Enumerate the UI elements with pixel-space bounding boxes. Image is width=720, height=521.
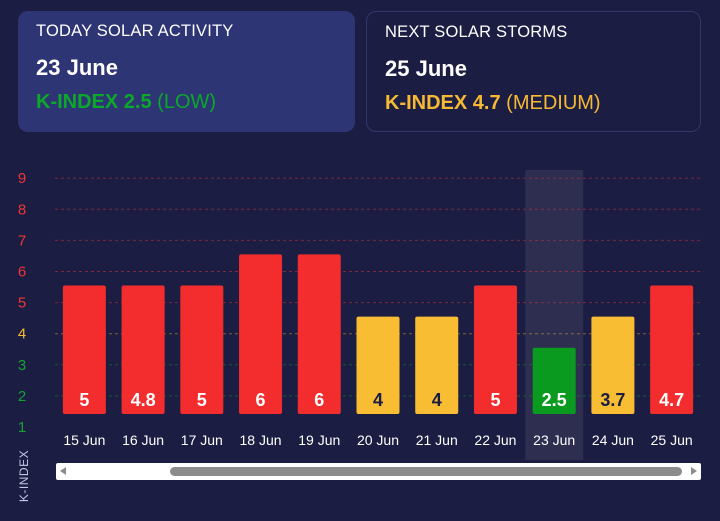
bar [473, 285, 517, 414]
next-date: 25 June [385, 56, 467, 81]
y-tick-label: 6 [18, 264, 26, 281]
y-tick-label: 2 [18, 388, 26, 405]
scroll-right-arrow-icon[interactable] [691, 467, 697, 475]
today-k-index: K-INDEX 2.5 (LOW) [36, 91, 337, 114]
x-tick-label: 17 Jun [181, 432, 223, 448]
next-k-value: K-INDEX 4.7 [385, 92, 501, 114]
today-date: 23 June [36, 55, 118, 80]
next-storms-card: NEXT SOLAR STORMS 25 June K-INDEX 4.7 (M… [366, 11, 701, 132]
x-tick-label: 21 Jun [416, 432, 458, 448]
bar-value-label: 5 [490, 390, 500, 410]
scroll-left-arrow-icon[interactable] [60, 467, 66, 475]
bar-value-label: 2.5 [542, 390, 567, 410]
y-tick-label: 5 [18, 295, 26, 312]
bar [239, 254, 283, 414]
today-k-level: (LOW) [157, 91, 217, 113]
today-activity-card: TODAY SOLAR ACTIVITY 23 June K-INDEX 2.5… [18, 11, 355, 132]
y-tick-label: 8 [18, 201, 26, 218]
y-tick-label: 9 [18, 170, 26, 187]
x-tick-label: 19 Jun [298, 432, 340, 448]
bar [356, 316, 400, 414]
bar [532, 347, 576, 414]
next-k-level: (MEDIUM) [506, 92, 601, 114]
x-tick-label: 23 Jun [533, 432, 575, 448]
next-k-index: K-INDEX 4.7 (MEDIUM) [385, 92, 682, 115]
bar [650, 285, 694, 414]
bar [180, 285, 224, 414]
y-tick-label: 7 [18, 232, 26, 249]
y-axis-title: K-INDEX [17, 449, 31, 503]
x-tick-label: 16 Jun [122, 432, 164, 448]
y-tick-label: 3 [18, 357, 26, 374]
chart-scrollbar[interactable] [56, 463, 701, 480]
bar [121, 285, 165, 414]
x-tick-label: 15 Jun [63, 432, 105, 448]
bar-value-label: 5 [79, 390, 89, 410]
highlight-column [525, 170, 584, 460]
today-k-value: K-INDEX 2.5 [36, 91, 152, 113]
bar [297, 254, 341, 414]
x-tick-label: 22 Jun [474, 432, 516, 448]
bar [415, 316, 459, 414]
bar-value-label: 4 [432, 390, 442, 410]
x-tick-label: 20 Jun [357, 432, 399, 448]
x-tick-label: 24 Jun [592, 432, 634, 448]
x-tick-label: 18 Jun [240, 432, 282, 448]
scrollbar-thumb[interactable] [170, 467, 682, 476]
bar-value-label: 3.7 [600, 390, 625, 410]
bar-value-label: 4.7 [659, 390, 684, 410]
bar [591, 316, 635, 414]
next-card-title: NEXT SOLAR STORMS [385, 23, 568, 41]
bar-value-label: 4 [373, 390, 383, 410]
bar-value-label: 6 [314, 390, 324, 410]
y-tick-label: 1 [18, 419, 26, 436]
k-index-bar-chart: 1 2 3 4 5 6 7 8 9 5 15 Jun 4.8 16 Jun 5 17 Jun 6 18 Jun 6… [18, 170, 701, 460]
bar [62, 285, 106, 414]
bar-value-label: 5 [197, 390, 207, 410]
bar-value-label: 6 [256, 390, 266, 410]
x-tick-label: 25 Jun [651, 432, 693, 448]
bar-value-label: 4.8 [131, 390, 156, 410]
today-card-title: TODAY SOLAR ACTIVITY [36, 22, 234, 40]
y-tick-label: 4 [18, 326, 26, 343]
